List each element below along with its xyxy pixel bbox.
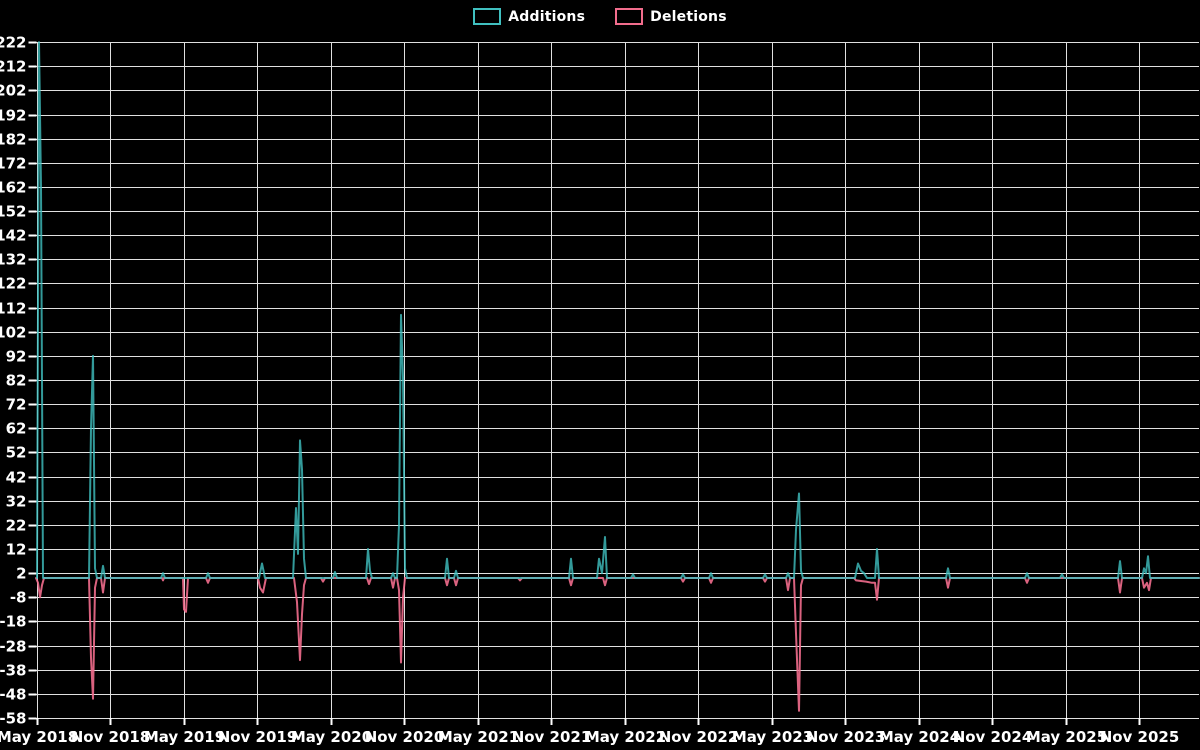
y-tick-label: 222 — [0, 34, 27, 52]
chart-legend: Additions Deletions — [0, 8, 1200, 25]
x-tick-label: Nov 2018 — [71, 728, 151, 746]
y-tick-label: 32 — [6, 493, 27, 511]
y-tick-label: 162 — [0, 179, 27, 197]
x-tick-label: May 2025 — [1026, 728, 1107, 746]
y-tick-label: 102 — [0, 324, 27, 342]
x-tick-label: May 2018 — [0, 728, 78, 746]
y-tick-label: 112 — [0, 300, 27, 318]
y-tick-label: 42 — [6, 469, 27, 487]
x-tick-label: Nov 2019 — [218, 728, 298, 746]
y-tick-label: -18 — [0, 613, 27, 631]
chart-grid — [28, 41, 1199, 726]
y-tick-label: 202 — [0, 82, 27, 100]
x-tick-label: May 2022 — [585, 728, 666, 746]
y-tick-label: 152 — [0, 203, 27, 221]
y-tick-label: 192 — [0, 107, 27, 125]
y-axis-labels: 2222122021921821721621521421321221121029… — [0, 34, 27, 728]
y-tick-label: 62 — [6, 420, 27, 438]
y-tick-label: 92 — [6, 348, 27, 366]
y-tick-label: 132 — [0, 251, 27, 269]
y-tick-label: 212 — [0, 58, 27, 76]
y-tick-label: 72 — [6, 396, 27, 414]
y-tick-label: 142 — [0, 227, 27, 245]
y-tick-label: 2 — [16, 565, 26, 583]
legend-item-deletions[interactable]: Deletions — [615, 8, 727, 25]
x-tick-label: May 2019 — [144, 728, 225, 746]
x-tick-label: Nov 2024 — [953, 728, 1033, 746]
y-tick-label: 52 — [6, 444, 27, 462]
y-tick-label: 122 — [0, 275, 27, 293]
legend-label-additions: Additions — [508, 8, 586, 25]
deletions-swatch-icon — [615, 8, 644, 25]
x-tick-label: May 2023 — [732, 728, 813, 746]
y-tick-label: -28 — [0, 638, 27, 656]
x-tick-label: Nov 2023 — [806, 728, 886, 746]
y-tick-label: -38 — [0, 662, 27, 680]
x-tick-label: Nov 2021 — [512, 728, 592, 746]
y-tick-label: 22 — [6, 517, 27, 535]
x-tick-label: May 2021 — [438, 728, 519, 746]
y-tick-label: -58 — [0, 710, 27, 728]
x-tick-label: May 2020 — [291, 728, 372, 746]
legend-item-additions[interactable]: Additions — [473, 8, 585, 25]
y-tick-label: 182 — [0, 131, 27, 149]
x-tick-label: Nov 2022 — [659, 728, 739, 746]
x-tick-label: Nov 2020 — [365, 728, 445, 746]
legend-label-deletions: Deletions — [650, 8, 727, 25]
y-tick-label: 82 — [6, 372, 27, 390]
y-tick-label: -48 — [0, 686, 27, 704]
y-tick-label: -8 — [10, 589, 27, 607]
x-tick-label: May 2024 — [879, 728, 960, 746]
y-tick-label: 172 — [0, 155, 27, 173]
series-line-additions — [36, 41, 1200, 579]
y-tick-label: 12 — [6, 541, 27, 559]
additions-swatch-icon — [473, 8, 502, 25]
x-tick-label: Nov 2025 — [1100, 728, 1180, 746]
